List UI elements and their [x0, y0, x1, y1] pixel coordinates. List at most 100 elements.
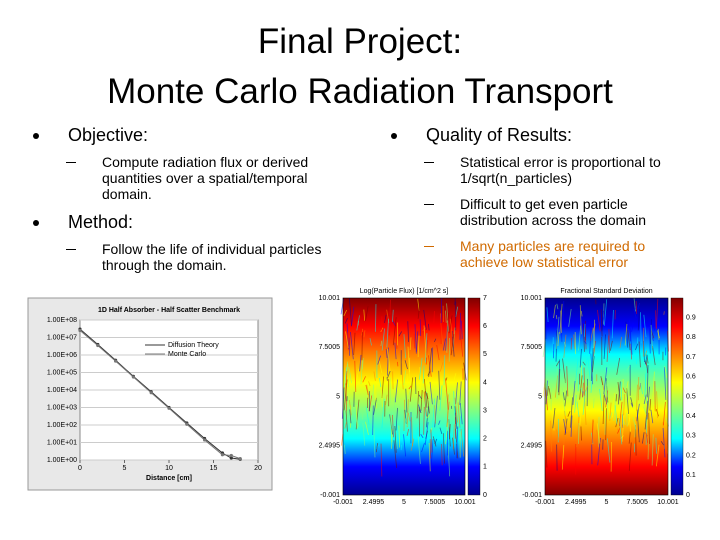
colorbar-tick: 0.4: [686, 413, 696, 420]
texture: [628, 431, 631, 444]
texture: [403, 334, 406, 359]
texture: [395, 432, 398, 449]
texture: [429, 439, 432, 459]
texture: [599, 388, 603, 412]
texture: [454, 397, 458, 423]
texture: [632, 416, 637, 430]
texture: [440, 298, 443, 324]
texture: [452, 424, 455, 450]
texture: [429, 381, 433, 405]
texture: [415, 331, 419, 352]
texture: [445, 377, 448, 381]
texture: [386, 318, 389, 348]
texture: [663, 401, 666, 426]
texture: [344, 317, 348, 324]
y-tick-label: 7.5005: [521, 344, 543, 351]
texture: [373, 371, 376, 381]
texture: [348, 298, 352, 327]
texture: [603, 303, 605, 325]
texture: [644, 373, 647, 404]
texture: [432, 398, 435, 428]
texture: [356, 315, 360, 331]
texture: [395, 407, 398, 431]
texture: [359, 354, 362, 372]
texture: [348, 366, 353, 384]
texture: [414, 324, 417, 354]
texture: [453, 391, 456, 416]
point: [185, 422, 189, 426]
texture: [360, 360, 363, 385]
texture: [344, 422, 347, 429]
texture: [422, 365, 425, 384]
texture: [605, 380, 608, 398]
texture: [432, 436, 437, 447]
texture: [375, 443, 379, 453]
texture: [377, 355, 382, 365]
texture: [384, 314, 387, 324]
texture: [602, 395, 605, 425]
texture: [660, 441, 664, 446]
texture: [409, 337, 412, 351]
texture: [650, 409, 654, 424]
texture: [656, 391, 659, 419]
x-tick-label: 0: [78, 465, 82, 472]
colorbar-tick: 0.2: [686, 452, 696, 459]
texture: [570, 397, 573, 428]
texture: [430, 429, 433, 453]
texture: [351, 306, 355, 326]
texture: [446, 320, 448, 353]
texture: [423, 309, 427, 330]
texture: [347, 363, 349, 388]
x-tick-label: 10.001: [657, 499, 679, 506]
texture: [361, 357, 364, 370]
texture: [558, 359, 561, 393]
texture: [459, 403, 463, 425]
texture: [448, 423, 451, 440]
texture: [580, 310, 583, 317]
colorbar-tick: 6: [483, 323, 487, 330]
texture: [404, 360, 408, 370]
texture: [625, 381, 629, 397]
y-tick-label: 1.00E+03: [47, 404, 77, 411]
texture: [344, 361, 349, 383]
point: [96, 343, 100, 348]
texture: [573, 334, 576, 350]
texture: [627, 329, 631, 351]
texture: [579, 398, 583, 425]
texture: [423, 391, 427, 417]
texture: [394, 425, 397, 453]
texture: [603, 367, 608, 394]
texture: [639, 383, 644, 395]
texture: [592, 340, 596, 357]
texture: [417, 303, 421, 319]
texture: [600, 376, 604, 386]
texture: [603, 334, 606, 359]
point: [149, 391, 153, 395]
texture: [441, 444, 443, 466]
texture: [378, 361, 383, 374]
texture: [355, 399, 360, 430]
texture: [438, 370, 441, 400]
texture: [454, 298, 456, 306]
texture: [579, 305, 582, 335]
texture: [347, 332, 350, 351]
sub-item: Difficult to get even particle distribut…: [422, 196, 688, 228]
texture: [420, 390, 423, 411]
colorbar-tick: 0.6: [686, 374, 696, 381]
texture: [374, 384, 377, 400]
texture: [593, 398, 595, 409]
texture: [345, 410, 348, 432]
texture: [635, 343, 639, 351]
texture: [552, 408, 556, 429]
texture: [345, 371, 348, 385]
texture: [650, 324, 653, 349]
texture: [444, 396, 447, 418]
frame: [544, 297, 669, 496]
texture: [576, 415, 580, 448]
texture: [643, 314, 647, 338]
texture: [587, 358, 591, 381]
texture: [634, 423, 637, 438]
texture: [456, 426, 459, 459]
texture: [411, 417, 414, 447]
texture: [637, 309, 640, 331]
